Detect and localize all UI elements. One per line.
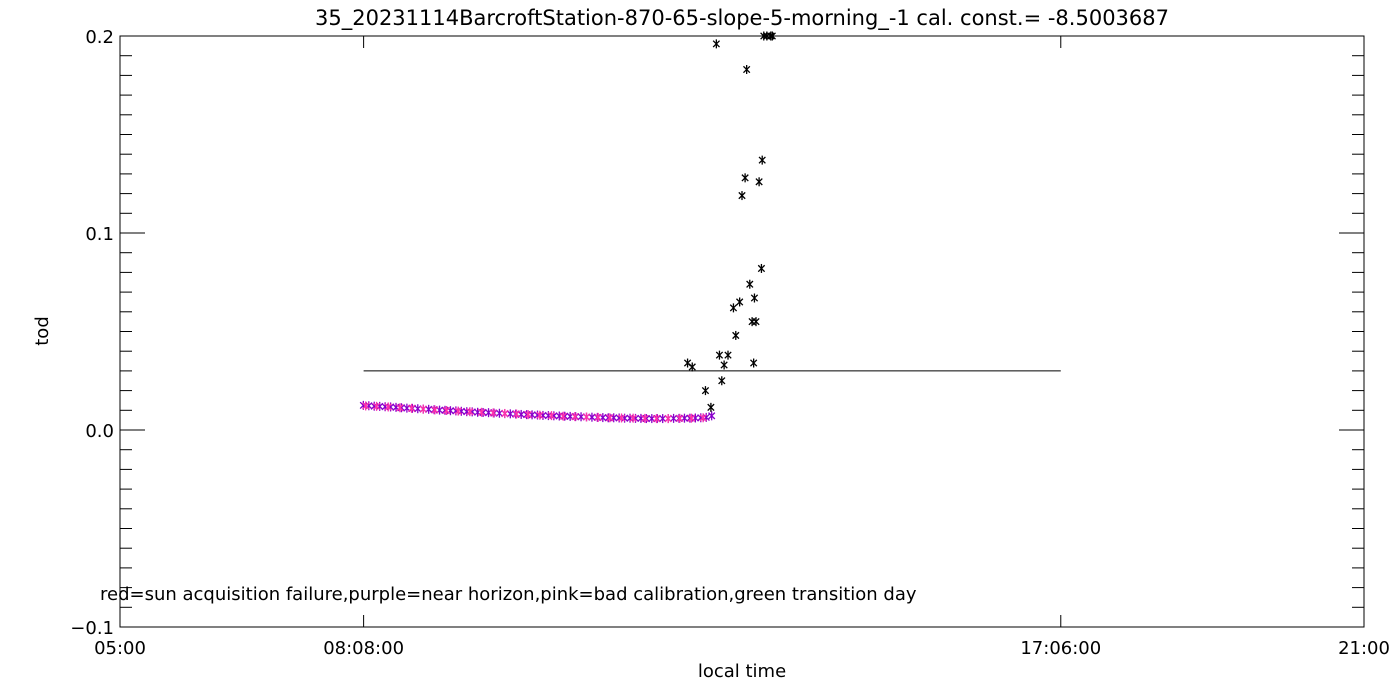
data-point-bad-calibration — [536, 410, 544, 420]
x-tick-label: 21:00 — [1338, 638, 1390, 659]
legend-annotation: red=sun acquisition failure,purple=near … — [100, 584, 917, 605]
data-point-near-horizon — [588, 412, 596, 422]
data-point-normal — [720, 360, 728, 370]
data-point-bad-calibration — [676, 413, 684, 423]
data-point-bad-calibration — [466, 407, 474, 417]
x-tick-label: 17:06:00 — [1020, 638, 1101, 659]
data-point-normal — [743, 64, 751, 74]
data-point-bad-calibration — [512, 409, 521, 419]
data-point-normal — [738, 191, 746, 201]
data-point-normal — [748, 317, 756, 327]
y-axis-label: tod — [32, 316, 53, 346]
data-point-normal — [750, 293, 759, 303]
data-point-near-horizon — [669, 413, 678, 423]
data-point-normal — [736, 297, 744, 307]
x-axis-label: local time — [698, 661, 786, 682]
data-point-normal — [707, 402, 715, 412]
data-point-near-horizon — [577, 412, 585, 422]
data-point-bad-calibration — [477, 407, 486, 417]
data-point-normal — [718, 376, 726, 386]
data-point-bad-calibration — [454, 406, 462, 416]
data-point-normal — [741, 173, 749, 183]
data-point-normal — [732, 330, 740, 340]
data-point-normal — [688, 362, 696, 372]
data-point-normal — [750, 358, 758, 368]
data-point-bad-calibration — [362, 401, 370, 411]
data-point-near-horizon — [708, 411, 716, 421]
data-point-bad-calibration — [396, 403, 404, 413]
data-point-normal — [729, 303, 738, 313]
data-point-bad-calibration — [652, 414, 661, 424]
data-point-bad-calibration — [687, 413, 696, 423]
data-point-normal — [746, 279, 754, 289]
data-point-near-horizon — [659, 414, 667, 424]
data-point-bad-calibration — [617, 413, 626, 423]
data-point-bad-calibration — [384, 402, 392, 412]
data-point-bad-calibration — [524, 410, 532, 420]
y-tick-label: 0.0 — [85, 421, 114, 442]
data-point-bad-calibration — [664, 414, 672, 424]
data-point-bad-calibration — [629, 413, 637, 423]
data-point-bad-calibration — [582, 412, 591, 422]
data-point-normal — [683, 358, 692, 368]
x-axis-ticks: 05:00 08:08:00 17:06:00 21:00 — [94, 36, 1390, 659]
data-point-bad-calibration — [594, 412, 602, 422]
y-tick-label: 0.1 — [85, 224, 114, 245]
data-point-normal — [701, 386, 710, 396]
data-point-bad-calibration — [431, 405, 439, 415]
y-tick-label: −0.1 — [70, 618, 114, 639]
data-point-normal — [712, 39, 721, 49]
data-point-bad-calibration — [372, 401, 381, 411]
data-point-bad-calibration — [489, 408, 497, 418]
data-point-normal — [755, 177, 763, 187]
y-axis-ticks: −0.1 0.0 0.1 0.2 — [70, 27, 1364, 639]
plot-axes — [119, 35, 1365, 628]
data-point-bad-calibration — [641, 413, 649, 423]
data-point-bad-calibration — [547, 411, 556, 421]
data-point-bad-calibration — [407, 403, 416, 413]
plot-frame — [119, 35, 1365, 628]
data-point-normal — [724, 350, 732, 360]
data-point-bad-calibration — [699, 413, 707, 423]
x-tick-label: 05:00 — [94, 638, 146, 659]
x-tick-label: 08:08:00 — [323, 638, 404, 659]
data-point-normal — [752, 317, 760, 327]
data-point-bad-calibration — [559, 411, 567, 421]
chart-title: 35_20231114BarcroftStation-870-65-slope-… — [315, 6, 1169, 31]
data-point-normal — [768, 31, 776, 41]
data-point-normal — [757, 263, 766, 273]
y-tick-label: 0.2 — [85, 27, 114, 48]
data-point-normal — [758, 155, 766, 165]
data-point-bad-calibration — [571, 412, 579, 422]
data-point-bad-calibration — [442, 405, 451, 415]
data-points — [359, 31, 776, 424]
data-point-normal — [715, 350, 724, 360]
data-point-bad-calibration — [606, 413, 614, 423]
data-point-bad-calibration — [501, 408, 509, 418]
data-point-bad-calibration — [419, 404, 427, 414]
